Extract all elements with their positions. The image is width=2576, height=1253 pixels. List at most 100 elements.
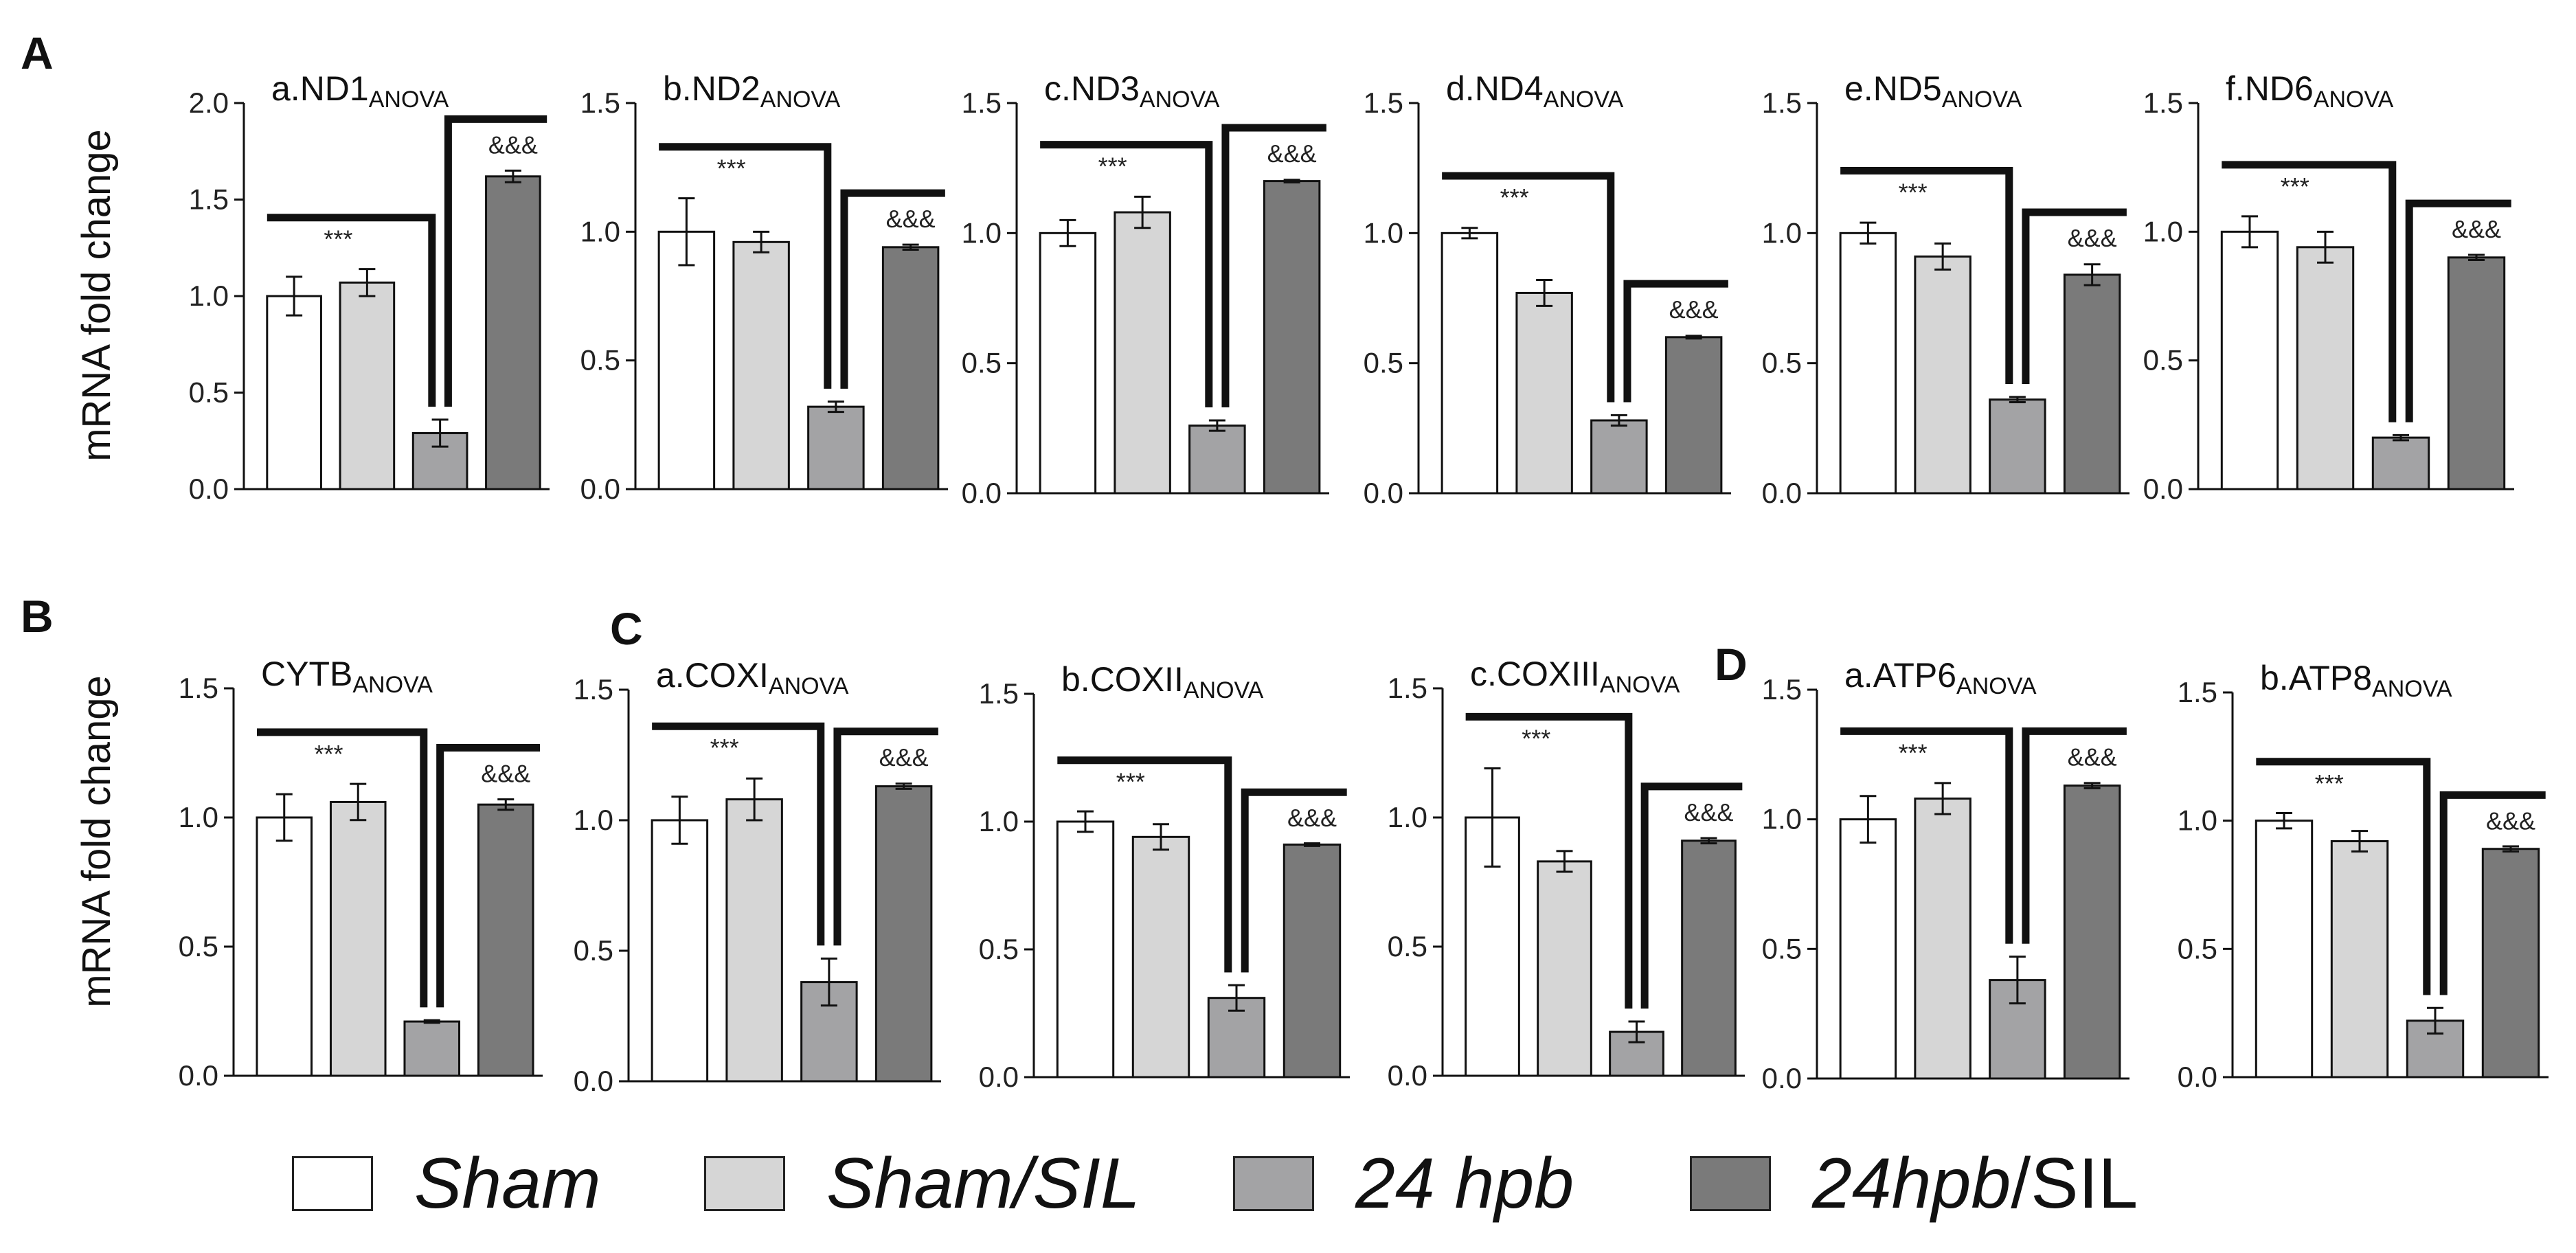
chart-title-subscript: ANOVA	[1544, 87, 1624, 113]
significance-label: &&&	[2452, 215, 2501, 243]
y-axis-label-row-2: mRNA fold change	[74, 675, 119, 1008]
significance-label: ***	[315, 740, 343, 768]
panel-letter-a: A	[21, 27, 54, 78]
charts-group: a.ND1ANOVA0.00.51.01.52.0***&&&b.ND2ANOV…	[179, 69, 2549, 1097]
bar-0	[651, 819, 709, 1083]
chart-title-main: c.ND3	[1044, 69, 1140, 108]
chart-title-subscript: ANOVA	[1140, 87, 1220, 113]
chart-0: a.ND1ANOVA 0.0 0.5 1.0 1.5 2.0 *** &&&	[189, 69, 550, 505]
y-tick-label: 0.5	[179, 930, 218, 962]
significance-bracket	[1442, 172, 1615, 403]
bar-2	[2371, 436, 2430, 490]
significance-label: ***	[1899, 178, 1928, 206]
chart-title: b.ATP8ANOVA	[2260, 659, 2452, 702]
legend-item-24hpb: 24 hpb	[1233, 1144, 1574, 1223]
chart-2: c.ND3ANOVA 0.0 0.5 1.0 1.5 *** &&&	[962, 69, 1329, 509]
bar-1	[2296, 246, 2355, 490]
bar-0	[256, 816, 313, 1077]
significance-label: &&&	[2068, 743, 2117, 771]
significance-bracket	[833, 727, 938, 946]
legend-label-sham-sil: Sham/SIL	[826, 1143, 1140, 1223]
legend-item-sham: Sham	[292, 1144, 601, 1223]
legend-item-sham-sil: Sham/SIL	[704, 1144, 1140, 1223]
chart-9: c.COXIIIANOVA 0.0 0.5 1.0 1.5 *** &&&	[1388, 655, 1745, 1092]
chart-4: e.ND5ANOVA 0.0 0.5 1.0 1.5 *** &&&	[1762, 69, 2129, 509]
chart-title: a.ATP6ANOVA	[1844, 656, 2037, 699]
significance-label: &&&	[886, 205, 936, 233]
y-tick-label: 2.0	[189, 87, 229, 119]
bar-0	[1039, 232, 1097, 495]
y-tick-label: 1.0	[1762, 216, 1802, 249]
significance-bracket	[256, 728, 428, 1008]
bar-3	[2063, 784, 2121, 1080]
y-tick-label: 0.0	[962, 477, 1002, 509]
chart-11: b.ATP8ANOVA 0.0 0.5 1.0 1.5 *** &&&	[2178, 659, 2549, 1093]
significance-label: &&&	[2486, 806, 2535, 835]
y-tick-label: 0.0	[1762, 477, 1802, 509]
y-tick-label: 1.0	[1364, 216, 1403, 249]
y-tick-label: 0.5	[189, 376, 229, 409]
chart-title-main: b.COXII	[1061, 660, 1184, 699]
significance-bracket	[2256, 758, 2431, 995]
y-tick-label: 0.0	[2143, 473, 2183, 505]
y-tick-label: 1.5	[979, 677, 1019, 710]
chart-7: a.COXIANOVA 0.0 0.5 1.0 1.5 *** &&&	[574, 656, 941, 1097]
y-tick-label: 1.5	[189, 183, 229, 216]
y-tick-label: 0.0	[179, 1059, 218, 1092]
y-tick-label: 1.0	[2143, 215, 2183, 247]
y-tick-label: 0.5	[1364, 347, 1403, 379]
bar-3	[2447, 256, 2506, 490]
y-tick-label: 1.5	[962, 87, 1002, 119]
chart-title-subscript: ANOVA	[352, 672, 433, 698]
y-tick-label: 0.5	[580, 344, 620, 376]
significance-bracket	[1057, 756, 1232, 973]
bar-3	[1664, 336, 1723, 495]
chart-title: CYTBANOVA	[261, 655, 433, 698]
bar-3	[477, 803, 534, 1077]
significance-label: &&&	[2068, 224, 2117, 252]
bar-0	[2220, 230, 2279, 490]
legend-swatch-24hpb	[1233, 1156, 1314, 1211]
legend-label-24hpb-sil: 24hpb/SIL	[1812, 1143, 2138, 1225]
y-tick-label: 0.0	[2178, 1061, 2217, 1093]
significance-bracket	[444, 115, 547, 407]
bar-3	[485, 175, 541, 490]
significance-bracket	[2405, 199, 2511, 422]
chart-title: c.ND3ANOVA	[1044, 69, 1220, 113]
y-tick-label: 1.5	[1364, 87, 1403, 119]
chart-title: d.ND4ANOVA	[1446, 69, 1624, 113]
bar-1	[339, 281, 396, 490]
significance-label: &&&	[488, 131, 538, 159]
bar-2	[1989, 398, 2046, 495]
significance-label: ***	[1098, 153, 1127, 181]
legend-label-24hpb: 24 hpb	[1355, 1143, 1574, 1223]
significance-bracket	[2022, 208, 2127, 384]
significance-bracket	[1623, 280, 1728, 403]
significance-bracket	[1840, 727, 2013, 944]
significance-label: &&&	[879, 743, 929, 771]
bar-2	[807, 405, 865, 490]
y-tick-label: 1.5	[1762, 87, 1802, 119]
significance-bracket	[2022, 727, 2127, 944]
y-tick-label: 1.0	[189, 280, 229, 312]
chart-title-main: a.ATP6	[1844, 656, 1956, 695]
y-tick-label: 1.5	[2178, 676, 2217, 708]
bar-3	[1283, 843, 1342, 1079]
y-axis-label-row-1: mRNA fold change	[74, 129, 119, 462]
chart-title-subscript: ANOVA	[2314, 87, 2394, 113]
bar-3	[2481, 848, 2540, 1079]
legend-label-24hpb-sil-rest: /SIL	[2011, 1143, 2138, 1223]
chart-3: d.ND4ANOVA 0.0 0.5 1.0 1.5 *** &&&	[1364, 69, 1731, 509]
legend-swatch-sham-sil	[704, 1156, 785, 1211]
bar-3	[881, 246, 940, 490]
bar-0	[2255, 820, 2314, 1079]
y-tick-label: 1.0	[962, 216, 1002, 249]
y-tick-label: 1.0	[1762, 803, 1802, 835]
bar-1	[1114, 211, 1171, 495]
bar-0	[1440, 232, 1499, 495]
bar-2	[411, 432, 468, 490]
significance-label: ***	[710, 734, 739, 762]
y-tick-label: 0.0	[1388, 1059, 1427, 1092]
significance-label: ***	[1899, 738, 1928, 767]
